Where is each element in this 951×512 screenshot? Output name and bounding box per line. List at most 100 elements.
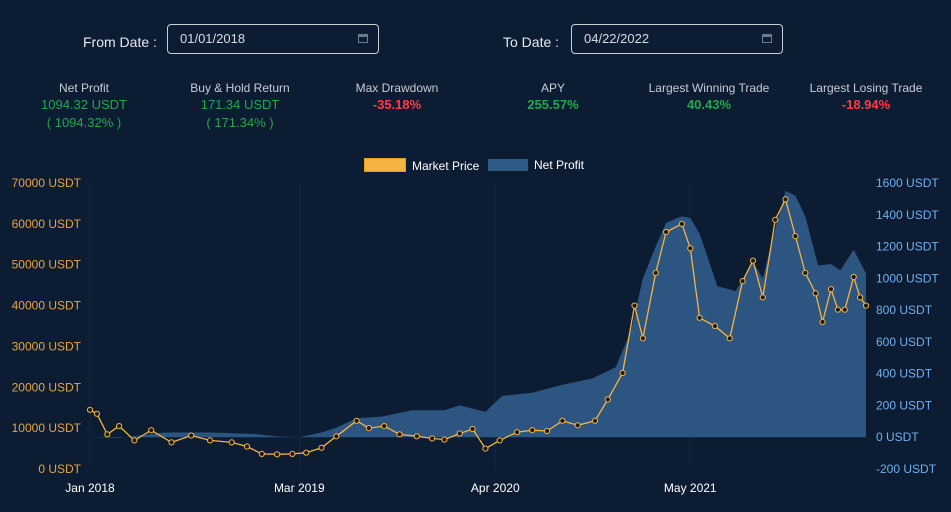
market-price-point [739, 278, 746, 285]
stat-value: 1094.32 USDT [41, 97, 127, 112]
market-price-point [850, 273, 857, 281]
left-axis-tick-label: 50000 USDT [12, 258, 82, 272]
market-price-point [782, 196, 789, 203]
market-price-point [396, 431, 403, 438]
stat-label: Buy & Hold Return [190, 81, 290, 95]
from-date-value: 01/01/2018 [180, 31, 246, 46]
market-price-point [365, 425, 372, 432]
market-price-point [857, 294, 864, 301]
market-price-point [206, 437, 214, 444]
market-price-point [631, 302, 638, 309]
market-price-point [726, 335, 733, 342]
x-axis-tick-label: Jan 2018 [65, 481, 115, 495]
stat-largest-losing: Largest Losing Trade -18.94% [791, 81, 941, 115]
market-price-point [289, 450, 296, 457]
right-axis-tick-label: 0 USDT [876, 430, 919, 444]
market-price-point [792, 233, 799, 240]
stat-value: 40.43% [686, 97, 732, 112]
stat-label: Net Profit [58, 81, 109, 95]
market-price-point [696, 314, 703, 321]
legend-swatch-market-price [364, 158, 406, 172]
left-axis-tick-label: 0 USDT [38, 462, 81, 476]
market-price-point [663, 228, 670, 236]
market-price-point [333, 433, 340, 440]
left-axis-tick-label: 30000 USDT [12, 339, 82, 353]
stat-label: Largest Losing Trade [809, 81, 923, 95]
net-profit-area [90, 190, 866, 438]
market-price-point [862, 302, 870, 309]
right-axis-tick-label: 600 USDT [876, 335, 933, 349]
stat-buy-hold: Buy & Hold Return 171.34 USDT ( 171.34% … [165, 81, 315, 133]
market-price-point [544, 427, 551, 435]
market-price-point [749, 257, 757, 264]
market-price-point [802, 269, 809, 276]
stat-label: Largest Winning Trade [648, 81, 770, 95]
right-axis-tick-label: 400 USDT [876, 367, 933, 381]
to-date-input[interactable]: 04/22/2022 [571, 24, 783, 54]
market-price-point [678, 220, 686, 227]
market-price-point [619, 369, 626, 377]
left-axis-tick-label: 20000 USDT [12, 380, 82, 394]
market-price-point [591, 417, 599, 424]
market-price-point [131, 437, 138, 444]
x-axis-tick-label: Apr 2020 [471, 481, 520, 495]
stat-max-drawdown: Max Drawdown -35.18% [322, 81, 472, 115]
legend-market-price[interactable]: Market Price [364, 158, 479, 173]
market-price-point [469, 425, 476, 433]
right-axis-tick-label: 200 USDT [876, 398, 933, 412]
right-axis-tick-label: 1600 USDT [876, 176, 939, 190]
right-axis-tick-label: 800 USDT [876, 303, 933, 317]
calendar-icon[interactable] [762, 34, 772, 43]
market-price-point [228, 439, 235, 446]
market-price-point [529, 427, 536, 434]
market-price-point [759, 294, 766, 301]
stat-net-profit: Net Profit 1094.32 USDT ( 1094.32% ) [9, 81, 159, 133]
market-price-point [604, 396, 611, 403]
left-axis-tick-label: 70000 USDT [12, 176, 82, 190]
market-price-point [827, 286, 835, 293]
legend-net-profit[interactable]: Net Profit [488, 158, 584, 172]
stat-sub: ( 1094.32% ) [46, 115, 122, 130]
x-axis-tick-label: Mar 2019 [274, 481, 325, 495]
stat-value: 255.57% [527, 97, 579, 112]
from-date-label: From Date : [83, 34, 157, 50]
market-price-point [652, 269, 659, 276]
market-price-point [441, 436, 448, 443]
to-date-value: 04/22/2022 [584, 31, 650, 46]
stat-sub: ( 171.34% ) [206, 115, 274, 130]
market-price-point [841, 306, 848, 313]
market-price-point [168, 439, 175, 446]
x-axis-tick-label: May 2021 [664, 481, 717, 495]
market-price-point [513, 429, 521, 436]
left-axis-tick-label: 40000 USDT [12, 299, 82, 313]
market-price-point [482, 445, 489, 452]
calendar-icon[interactable] [358, 34, 368, 43]
right-axis-tick-label: 1000 USDT [876, 271, 939, 285]
market-price-point [303, 449, 310, 456]
chart-watermark: BTC-USDT [342, 266, 494, 299]
legend-label: Net Profit [534, 158, 585, 172]
market-price-point [559, 417, 566, 424]
stat-label: Max Drawdown [355, 81, 439, 95]
from-date-input[interactable]: 01/01/2018 [167, 24, 379, 54]
market-price-point [687, 245, 694, 252]
stat-value: -35.18% [372, 97, 422, 112]
stat-label: APY [540, 81, 565, 95]
legend-label: Market Price [412, 159, 480, 173]
market-price-point [819, 318, 826, 325]
market-price-point [812, 290, 819, 297]
left-axis-tick-label: 60000 USDT [12, 217, 82, 231]
stat-value: 171.34 USDT [200, 97, 280, 112]
left-axis-tick-label: 10000 USDT [12, 421, 82, 435]
right-axis-tick-label: 1400 USDT [876, 208, 939, 222]
market-price-point [429, 435, 436, 442]
market-price-point [353, 417, 360, 424]
market-price-point [93, 410, 101, 417]
market-price-point [711, 322, 719, 330]
legend-swatch-net-profit [488, 159, 528, 171]
market-price-point [772, 216, 779, 223]
market-price-point [496, 437, 503, 444]
market-price-point [318, 444, 325, 451]
market-price-point [86, 406, 94, 413]
